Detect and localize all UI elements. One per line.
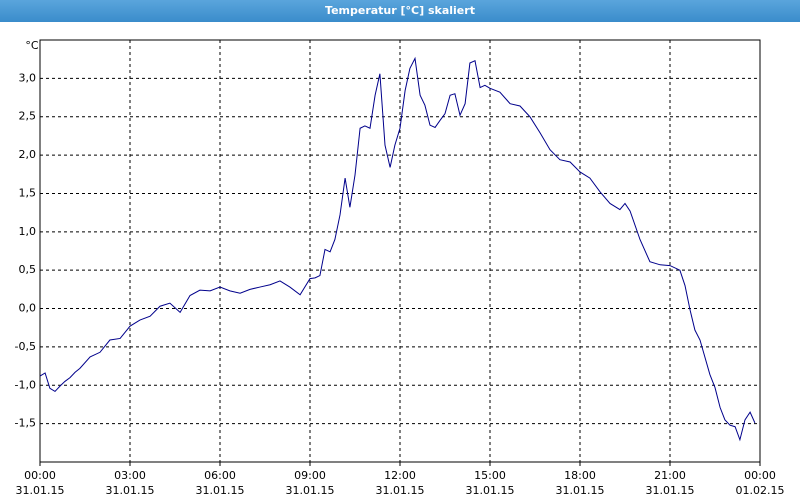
- temperature-line: [39, 56, 756, 442]
- y-tick-label: 3,0: [19, 71, 37, 84]
- x-tick-label: 03:00 31.01.15: [106, 469, 155, 497]
- chart: °C -1,5 -1,0 -0,5 0,0 0,5 1,0 1,5 2,0 2,5 3,0 00:0…: [15, 39, 785, 497]
- x-tick-label: 00:00 01.02.15: [736, 469, 785, 497]
- y-tick-label: 0,5: [19, 263, 37, 276]
- y-unit: °C: [25, 39, 39, 52]
- y-tick-label: 2,5: [19, 110, 37, 123]
- x-tick-label: 21:00 31.01.15: [646, 469, 695, 497]
- x-tick-label: 15:00 31.01.15: [466, 469, 515, 497]
- y-tick-label: -1,5: [15, 417, 36, 430]
- x-tick-label: 12:00 31.01.15: [376, 469, 425, 497]
- y-tick-label: -0,5: [15, 340, 36, 353]
- window-title: Temperatur [°C] skaliert: [0, 0, 800, 22]
- y-tick-label: 1,5: [19, 186, 37, 199]
- y-tick-label: 0,0: [19, 302, 37, 315]
- plot-frame: [39, 39, 761, 463]
- y-tick-label: 2,0: [19, 148, 37, 161]
- y-tick-label: 1,0: [19, 225, 37, 238]
- x-tick-label: 18:00 31.01.15: [556, 469, 605, 497]
- x-tick-label: 06:00 31.01.15: [196, 469, 245, 497]
- x-tick-label: 09:00 31.01.15: [286, 469, 335, 497]
- x-tick-label: 00:00 31.01.15: [16, 469, 65, 497]
- y-tick-label: -1,0: [15, 378, 36, 391]
